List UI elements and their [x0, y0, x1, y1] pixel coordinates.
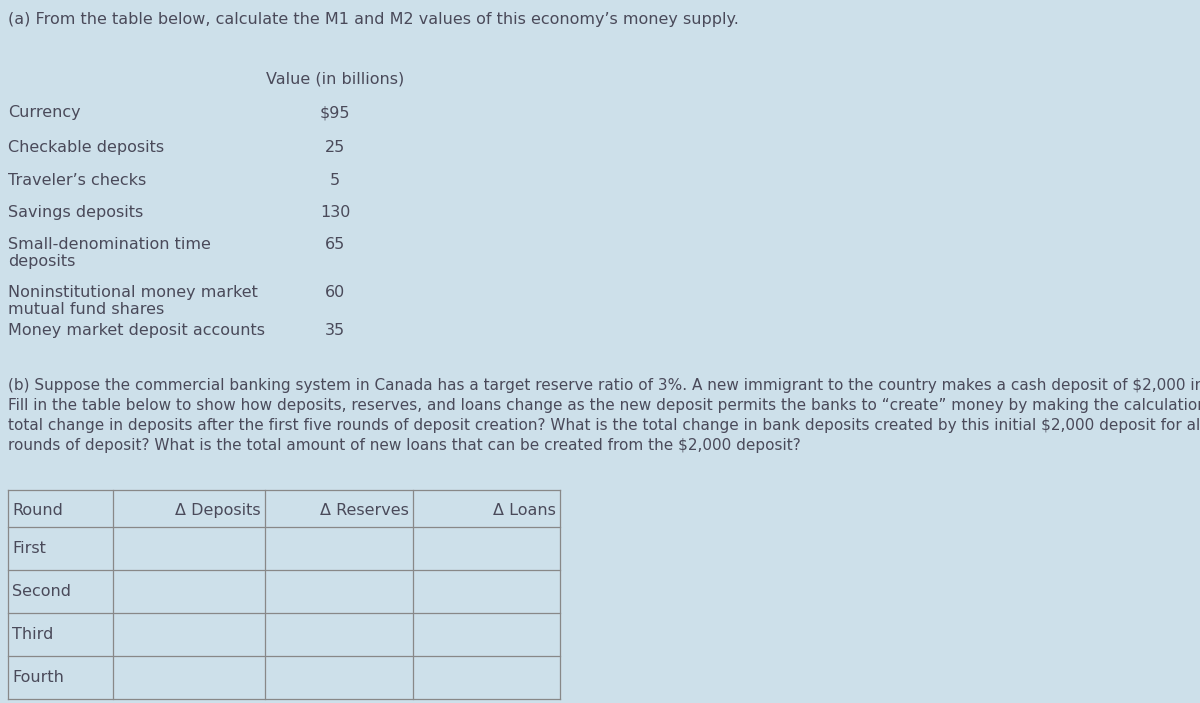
- Text: Δ Reserves: Δ Reserves: [320, 503, 409, 518]
- Text: 130: 130: [320, 205, 350, 220]
- Text: 60: 60: [325, 285, 346, 300]
- Text: Δ Deposits: Δ Deposits: [175, 503, 262, 518]
- Text: 25: 25: [325, 140, 346, 155]
- Text: Small-denomination time
deposits: Small-denomination time deposits: [8, 237, 211, 269]
- Text: Δ Loans: Δ Loans: [493, 503, 556, 518]
- Text: Second: Second: [12, 584, 71, 599]
- Text: total change in deposits after the first five rounds of deposit creation? What i: total change in deposits after the first…: [8, 418, 1200, 433]
- Text: Checkable deposits: Checkable deposits: [8, 140, 164, 155]
- Text: Currency: Currency: [8, 105, 80, 120]
- Text: $95: $95: [319, 105, 350, 120]
- Text: Noninstitutional money market
mutual fund shares: Noninstitutional money market mutual fun…: [8, 285, 258, 317]
- Text: 5: 5: [330, 173, 340, 188]
- Text: Money market deposit accounts: Money market deposit accounts: [8, 323, 265, 338]
- Text: Savings deposits: Savings deposits: [8, 205, 143, 220]
- Text: Round: Round: [12, 503, 62, 518]
- Text: rounds of deposit? What is the total amount of new loans that can be created fro: rounds of deposit? What is the total amo…: [8, 438, 800, 453]
- Text: 35: 35: [325, 323, 346, 338]
- Text: (b) Suppose the commercial banking system in Canada has a target reserve ratio o: (b) Suppose the commercial banking syste…: [8, 378, 1200, 393]
- Text: (a) From the table below, calculate the M1 and M2 values of this economy’s money: (a) From the table below, calculate the …: [8, 12, 739, 27]
- Text: Fourth: Fourth: [12, 670, 64, 685]
- Text: Third: Third: [12, 627, 53, 642]
- Text: Fill in the table below to show how deposits, reserves, and loans change as the : Fill in the table below to show how depo…: [8, 398, 1200, 413]
- Text: Traveler’s checks: Traveler’s checks: [8, 173, 146, 188]
- Text: Value (in billions): Value (in billions): [266, 72, 404, 87]
- Text: 65: 65: [325, 237, 346, 252]
- Text: First: First: [12, 541, 46, 556]
